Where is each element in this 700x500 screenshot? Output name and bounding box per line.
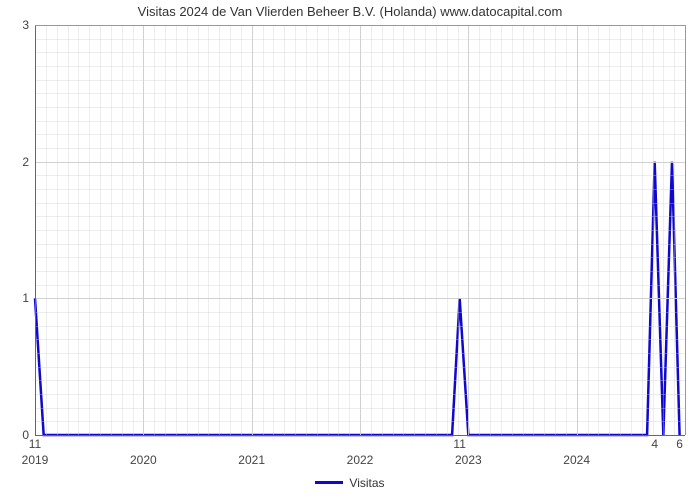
gridline-v [360,25,361,435]
gridline-v [403,25,404,435]
gridline-v [133,25,134,435]
data-point-label: 4 [651,437,658,451]
plot-border-right [685,25,686,435]
gridline-v [143,25,144,435]
y-tick-label: 2 [22,155,29,169]
gridline-v [512,25,513,435]
legend-swatch [315,481,343,484]
gridline-v [663,25,664,435]
x-tick-label: 2021 [238,453,265,467]
gridline-v [111,25,112,435]
gridline-v [382,25,383,435]
gridline-v [631,25,632,435]
gridline-v [219,25,220,435]
gridline-v [566,25,567,435]
data-point-label: 6 [676,437,683,451]
gridline-v [284,25,285,435]
gridline-v [544,25,545,435]
gridline-v [555,25,556,435]
gridline-v [306,25,307,435]
gridline-v [263,25,264,435]
y-axis [35,25,36,435]
x-tick-label: 2019 [22,453,49,467]
legend-label: Visitas [349,476,384,490]
gridline-v [620,25,621,435]
x-tick-label: 2024 [563,453,590,467]
legend: Visitas [0,475,700,490]
y-tick-label: 1 [22,291,29,305]
gridline-v [458,25,459,435]
gridline-v [371,25,372,435]
plot-border-top [35,25,685,26]
gridline-v [674,25,675,435]
gridline-v [338,25,339,435]
chart-container: Visitas 2024 de Van Vlierden Beheer B.V.… [0,0,700,500]
gridline-v [468,25,469,435]
gridline-v [154,25,155,435]
gridline-v [653,25,654,435]
gridline-v [609,25,610,435]
gridline-v [501,25,502,435]
gridline-v [78,25,79,435]
gridline-v [317,25,318,435]
gridline-v [295,25,296,435]
gridline-v [230,25,231,435]
gridline-v [208,25,209,435]
data-point-label: 11 [453,437,465,451]
gridline-v [100,25,101,435]
gridline-v [252,25,253,435]
gridline-v [447,25,448,435]
plot-area: 0123111146201920202021202220232024 [35,25,685,435]
gridline-v [89,25,90,435]
y-tick-label: 3 [22,18,29,32]
gridline-v [523,25,524,435]
gridline-v [479,25,480,435]
gridline-v [328,25,329,435]
gridline-v [198,25,199,435]
gridline-v [425,25,426,435]
gridline-v [165,25,166,435]
gridline-v [122,25,123,435]
gridline-v [57,25,58,435]
gridline-v [349,25,350,435]
x-tick-label: 2022 [347,453,374,467]
gridline-v [577,25,578,435]
gridline-v [176,25,177,435]
gridline-v [241,25,242,435]
gridline-v [436,25,437,435]
gridline-v [598,25,599,435]
gridline-v [68,25,69,435]
chart-title: Visitas 2024 de Van Vlierden Beheer B.V.… [0,4,700,19]
x-tick-label: 2023 [455,453,482,467]
gridline-v [588,25,589,435]
data-point-label: 11 [29,437,41,451]
gridline-v [46,25,47,435]
gridline-v [414,25,415,435]
gridline-v [642,25,643,435]
gridline-v [187,25,188,435]
x-tick-label: 2020 [130,453,157,467]
gridline-v [490,25,491,435]
gridline-v [273,25,274,435]
gridline-v [393,25,394,435]
gridline-v [533,25,534,435]
x-axis [35,435,685,436]
